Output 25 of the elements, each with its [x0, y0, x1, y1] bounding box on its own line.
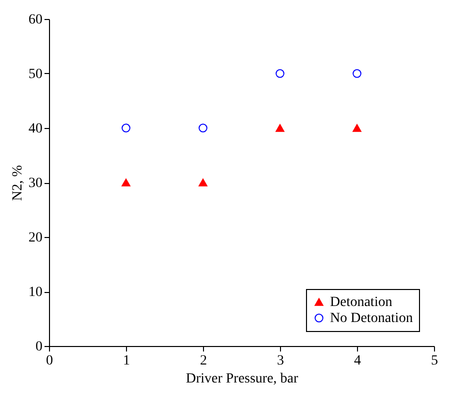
point — [352, 124, 362, 132]
point — [276, 124, 284, 132]
legend-label: Detonation — [330, 295, 392, 310]
y-tick-label: 10 — [28, 285, 42, 300]
x-tick-label: 0 — [46, 354, 53, 368]
x-tick-label: 4 — [354, 354, 361, 368]
point — [276, 69, 284, 78]
point — [122, 178, 130, 186]
point — [352, 69, 362, 78]
legend-label: No Detonation — [330, 311, 413, 326]
y-tick-label: 60 — [28, 12, 42, 28]
y-axis-title: N2, % — [10, 164, 26, 201]
x-tick-label: 3 — [277, 354, 284, 368]
x-tick-label: 2 — [200, 354, 207, 368]
x-axis-title: Driver Pressure, bar — [186, 372, 299, 386]
x-tick-label: 5 — [431, 354, 438, 368]
y-tick-label: 30 — [28, 176, 42, 191]
point — [122, 124, 130, 132]
y-tick-label: 0 — [36, 340, 42, 354]
point — [198, 178, 208, 186]
point — [198, 124, 208, 132]
x-tick-label: 1 — [123, 354, 130, 368]
y-tick-label: 20 — [28, 230, 42, 246]
y-tick-label: 50 — [28, 67, 42, 82]
y-tick-label: 40 — [28, 122, 42, 136]
